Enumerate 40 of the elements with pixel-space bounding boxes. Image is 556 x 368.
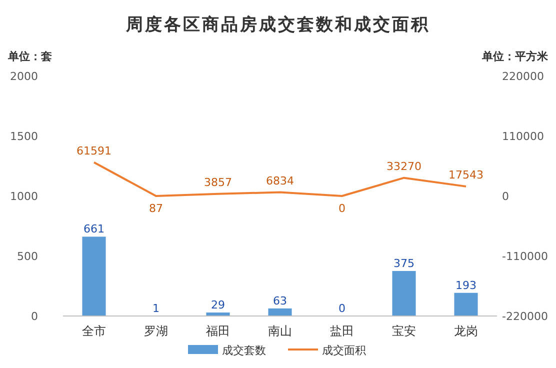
data-label: 375 — [394, 257, 414, 270]
x-tick-label: 南山 — [268, 324, 292, 338]
x-tick-label: 全市 — [82, 324, 106, 338]
y-tick-label: 0 — [31, 310, 38, 323]
data-label: 17543 — [448, 168, 484, 182]
data-label: 193 — [456, 278, 476, 292]
bar — [268, 308, 292, 316]
legend-label: 成交面积 — [322, 344, 366, 357]
x-tick-label: 盐田 — [330, 324, 354, 338]
data-label: 87 — [149, 202, 163, 215]
bar — [82, 236, 106, 316]
bar — [392, 271, 416, 316]
legend-label: 成交套数 — [222, 344, 266, 357]
data-label: 0 — [338, 202, 346, 215]
y-tick-label: 2000 — [10, 70, 38, 83]
bar — [454, 292, 478, 316]
x-tick-label: 宝安 — [392, 324, 416, 338]
y2-tick-label: -110000 — [502, 250, 548, 263]
data-label: 61591 — [76, 144, 112, 158]
y2-tick-label: 0 — [502, 190, 509, 203]
y-tick-label: 1000 — [10, 190, 38, 203]
y-tick-label: 500 — [17, 250, 38, 263]
data-label: 33270 — [386, 160, 422, 173]
data-label: 661 — [84, 222, 104, 236]
y2-tick-label: 110000 — [502, 130, 544, 143]
data-label: 63 — [273, 294, 287, 308]
y2-axis-title: 单位：平方米 — [481, 50, 549, 63]
y-tick-label: 1500 — [10, 130, 38, 143]
y2-tick-label: -220000 — [502, 310, 548, 323]
data-label: 0 — [338, 302, 346, 315]
chart-title: 周度各区商品房成交套数和成交面积 — [125, 15, 430, 34]
data-label: 29 — [211, 298, 225, 312]
data-label: 1 — [152, 302, 160, 315]
y-axis-title: 单位：套 — [7, 50, 52, 63]
data-label: 6834 — [266, 174, 294, 188]
x-tick-label: 福田 — [206, 324, 230, 338]
y2-tick-label: 220000 — [502, 70, 544, 83]
x-tick-label: 罗湖 — [144, 324, 168, 338]
x-tick-label: 龙岗 — [454, 324, 478, 338]
data-label: 3857 — [204, 176, 232, 189]
